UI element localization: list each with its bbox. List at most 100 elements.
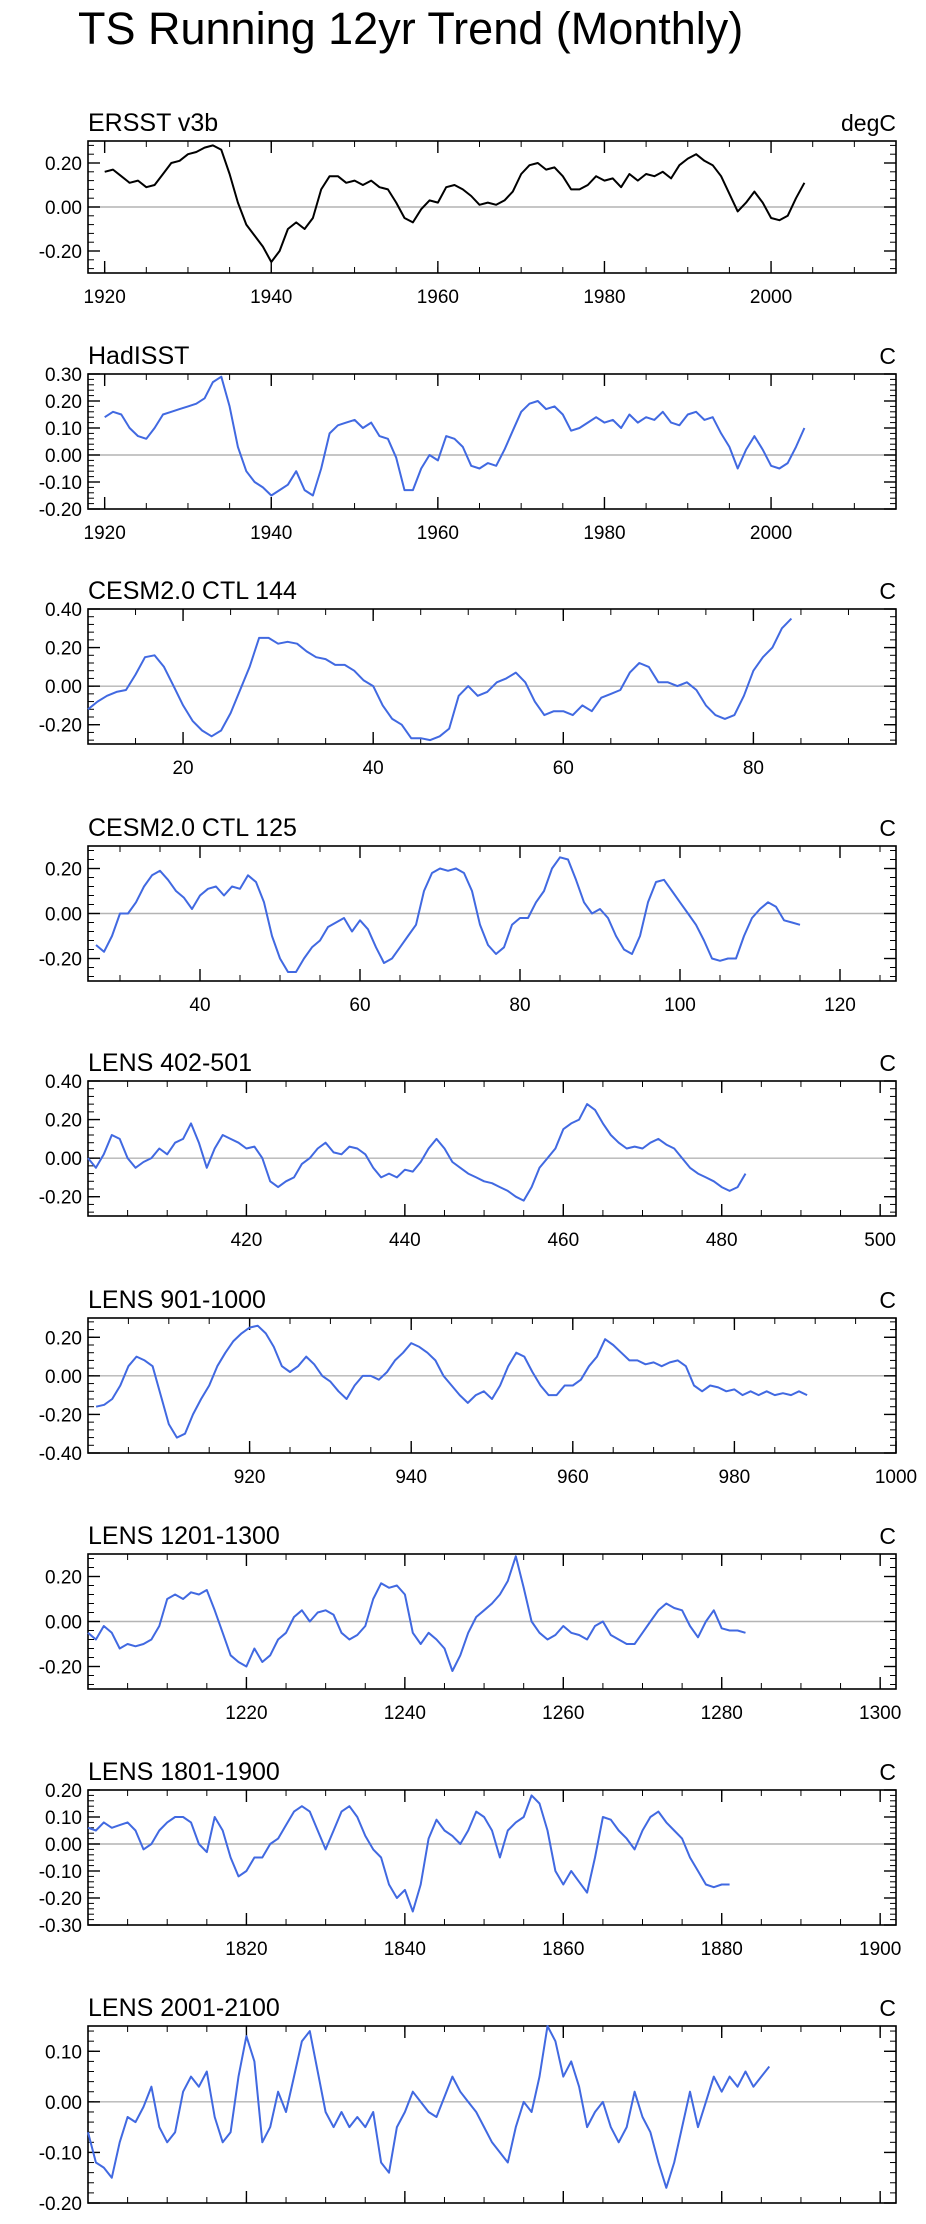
panel-units: C [879,1759,896,1785]
panel-units: C [879,1995,896,2021]
y-tick-label: -0.40 [39,1444,82,1465]
series-line [87,617,793,742]
x-tick-label: 420 [231,1230,263,1251]
series-line [95,856,801,973]
x-tick-label: 1220 [225,1703,267,1724]
y-tick-label: 0.00 [45,1149,82,1170]
x-tick-label: 980 [719,1467,751,1488]
x-tick-label: 1880 [701,1939,743,1960]
panel-units: C [879,1523,896,1549]
panel-8: LENS 1801-1900 C -0.30 -0.20 -0.10 0.00 0.10 0.… [39,1758,902,1960]
y-tick-label: 0.20 [45,392,82,413]
x-tick-label: 1920 [84,287,126,308]
panel-title: LENS 901-1000 [88,1286,266,1314]
panel-units: C [879,343,896,369]
y-tick-label: 0.00 [45,905,82,926]
x-tick-label: 1260 [542,1703,584,1724]
x-tick-label: 1000 [875,1467,917,1488]
x-tick-label: 1940 [250,523,292,544]
x-tick-label: 1840 [384,1939,426,1960]
x-tick-label: 1820 [225,1939,267,1960]
x-tick-label: 2000 [750,287,792,308]
x-tick-label: 80 [509,995,530,1016]
x-tick-label: 1300 [859,1703,901,1724]
x-tick-label: 940 [395,1467,427,1488]
x-tick-label: 1960 [417,287,459,308]
series-line [87,1555,746,1672]
y-tick-label: 0.30 [45,365,82,386]
x-tick-label: 2000 [750,523,792,544]
plot-frame [87,2025,897,2204]
y-tick-label: 0.40 [45,600,82,621]
panel-title: LENS 1201-1300 [88,1522,280,1550]
panel-3: CESM2.0 CTL 144 C -0.20 0.00 0.20 0.40 20 40 60 8… [39,577,897,779]
y-tick-label: 0.40 [45,1072,82,1093]
y-tick-label: -0.20 [39,1188,82,1209]
panel-7: LENS 1201-1300 C -0.20 0.00 0.20 1220 1240 1260… [39,1522,902,1724]
y-tick-label: 0.00 [45,1367,82,1388]
panel-title: ERSST v3b [88,109,218,137]
panel-title: LENS 402-501 [88,1049,252,1077]
y-tick-label: 0.20 [45,1568,82,1589]
y-tick-label: 0.00 [45,2093,82,2114]
plot-frame [87,1789,897,1926]
y-tick-label: 0.00 [45,1613,82,1634]
x-tick-label: 480 [706,1230,738,1251]
plot-frame [87,373,897,510]
x-tick-label: 1920 [84,523,126,544]
y-tick-label: 0.20 [45,639,82,660]
y-tick-label: -0.30 [39,1916,82,1937]
plot-frame [87,1080,897,1217]
x-tick-label: 60 [349,995,370,1016]
y-tick-label: 0.00 [45,198,82,219]
y-tick-label: -0.10 [39,473,82,494]
panel-5: LENS 402-501 C -0.20 0.00 0.20 0.40 420 440 460 4… [39,1049,897,1251]
y-tick-label: 0.00 [45,446,82,467]
panel-units: C [879,815,896,841]
series-line [87,2025,771,2189]
y-tick-label: 0.10 [45,419,82,440]
x-tick-label: 1960 [417,523,459,544]
panel-9: LENS 2001-2100C-0.20-0.100.000.102020204… [39,1994,902,2224]
x-tick-label: 1980 [583,523,625,544]
x-tick-label: 120 [824,995,856,1016]
y-tick-label: -0.20 [39,500,82,521]
panel-title: HadISST [88,342,189,370]
y-tick-label: 0.10 [45,1808,82,1829]
y-tick-label: -0.20 [39,242,82,263]
y-tick-label: -0.20 [39,716,82,737]
x-tick-label: 40 [189,995,210,1016]
plot-frame [87,608,897,745]
x-tick-label: 1940 [250,287,292,308]
x-tick-label: 60 [553,758,574,779]
x-tick-label: 1900 [859,1939,901,1960]
series-line [104,144,806,263]
y-tick-label: 0.20 [45,1781,82,1802]
panel-units: C [879,1050,896,1076]
y-tick-label: -0.10 [39,1862,82,1883]
panel-title: LENS 1801-1900 [88,1758,280,1786]
x-tick-label: 40 [363,758,384,779]
x-tick-label: 460 [547,1230,579,1251]
series-line [104,375,806,497]
panel-2: HadISST C -0.20 -0.10 0.00 0.10 0.20 0.30 1920 19… [39,342,897,544]
y-tick-label: -0.20 [39,1658,82,1679]
x-tick-label: 1860 [542,1939,584,1960]
y-tick-label: 0.20 [45,860,82,881]
x-tick-label: 1280 [701,1703,743,1724]
y-tick-label: -0.20 [39,1889,82,1910]
y-tick-label: -0.20 [39,2194,82,2215]
series-line [95,1324,808,1439]
y-tick-label: -0.20 [39,1405,82,1426]
figure-title: TS Running 12yr Trend (Monthly) [78,3,743,54]
panel-1: ERSST v3b degC -0.20 0.00 0.20 1920 1940 1960 19… [39,109,897,308]
x-tick-label: 1980 [583,287,625,308]
panel-title: CESM2.0 CTL 125 [88,814,297,842]
panel-6: LENS 901-1000 C -0.40 -0.20 0.00 0.20 920 940 96… [39,1286,917,1488]
y-tick-label: 0.20 [45,1328,82,1349]
y-tick-label: -0.10 [39,2143,82,2164]
panel-title: LENS 2001-2100 [88,1994,280,2022]
panel-units: degC [841,110,896,136]
